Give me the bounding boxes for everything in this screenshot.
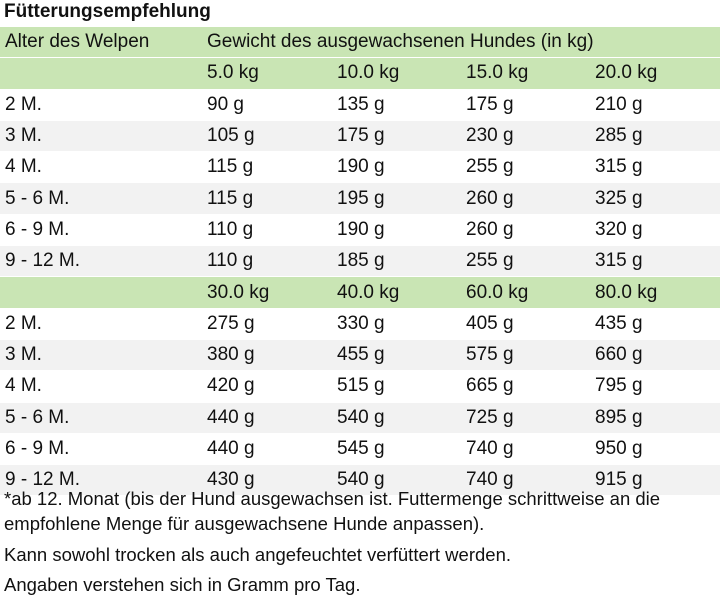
notes: *ab 12. Monat (bis der Hund ausgewachsen…: [4, 486, 716, 602]
amount-cell: 260 g: [466, 214, 595, 247]
footnote-adult: *ab 12. Monat (bis der Hund ausgewachsen…: [4, 488, 661, 534]
age-cell: 5 - 6 M.: [0, 402, 207, 434]
feeding-table: Alter des Welpen Gewicht des ausgewachse…: [0, 27, 720, 497]
amount-cell: 315 g: [595, 151, 720, 184]
age-cell: 3 M.: [0, 120, 207, 153]
age-cell: 5 - 6 M.: [0, 182, 207, 215]
amount-cell: 230 g: [466, 120, 595, 153]
table-row: 3 M. 380 g 455 g 575 g 660 g: [0, 339, 720, 372]
amount-cell: 110 g: [207, 245, 337, 278]
amount-cell: 115 g: [207, 182, 337, 215]
note-serving: Kann sowohl trocken als auch angefeuchte…: [4, 544, 511, 565]
amount-cell: 330 g: [337, 308, 466, 340]
amount-cell: 135 g: [337, 89, 466, 121]
amount-cell: 515 g: [337, 370, 466, 403]
table-row: 2 M. 275 g 330 g 405 g 435 g: [0, 308, 720, 340]
amount-cell: 795 g: [595, 370, 720, 403]
page-title: Fütterungsempfehlung: [4, 1, 211, 22]
weight-header-cell: 40.0 kg: [337, 276, 466, 309]
amount-cell: 660 g: [595, 339, 720, 372]
amount-cell: 740 g: [466, 464, 595, 497]
amount-cell: 275 g: [207, 308, 337, 340]
age-column-header: Alter des Welpen: [0, 27, 207, 59]
weight-header-cell: 15.0 kg: [466, 57, 595, 90]
amount-cell: 725 g: [466, 402, 595, 434]
amount-cell: 185 g: [337, 245, 466, 278]
amount-cell: 325 g: [595, 182, 720, 215]
amount-cell: 115 g: [207, 151, 337, 184]
table-row: 3 M. 105 g 175 g 230 g 285 g: [0, 120, 720, 153]
weight-header-cell: 10.0 kg: [337, 57, 466, 90]
amount-cell: 255 g: [466, 245, 595, 278]
weight-header-cell: 60.0 kg: [466, 276, 595, 309]
table-row: 6 - 9 M. 110 g 190 g 260 g 320 g: [0, 214, 720, 247]
amount-cell: 105 g: [207, 120, 337, 153]
amount-cell: 210 g: [595, 89, 720, 121]
weight-header-cell: 5.0 kg: [207, 57, 337, 90]
amount-cell: 380 g: [207, 339, 337, 372]
table-row: 4 M. 420 g 515 g 665 g 795 g: [0, 370, 720, 403]
age-cell: 3 M.: [0, 339, 207, 372]
weight-header-cell: 30.0 kg: [207, 276, 337, 309]
age-cell: 4 M.: [0, 370, 207, 403]
amount-cell: 455 g: [337, 339, 466, 372]
amount-cell: 195 g: [337, 182, 466, 215]
weight-column-header: Gewicht des ausgewachsenen Hundes (in kg…: [207, 27, 720, 59]
amount-cell: 440 g: [207, 433, 337, 466]
amount-cell: 190 g: [337, 214, 466, 247]
table-row: 9 - 12 M. 110 g 185 g 255 g 315 g: [0, 245, 720, 278]
age-cell: 9 - 12 M.: [0, 245, 207, 278]
table-header-row: Alter des Welpen Gewicht des ausgewachse…: [0, 27, 720, 59]
age-cell: 6 - 9 M.: [0, 214, 207, 247]
amount-cell: 175 g: [466, 89, 595, 121]
amount-cell: 320 g: [595, 214, 720, 247]
weight-header-cell: 20.0 kg: [595, 57, 720, 90]
note-units: Angaben verstehen sich in Gramm pro Tag.: [4, 574, 361, 595]
table-row: 5 - 6 M. 440 g 540 g 725 g 895 g: [0, 402, 720, 434]
weight-header-row: 5.0 kg 10.0 kg 15.0 kg 20.0 kg: [0, 57, 720, 90]
amount-cell: 255 g: [466, 151, 595, 184]
age-cell: 6 - 9 M.: [0, 433, 207, 466]
amount-cell: 545 g: [337, 433, 466, 466]
age-cell: 2 M.: [0, 89, 207, 121]
amount-cell: 915 g: [595, 464, 720, 497]
amount-cell: 110 g: [207, 214, 337, 247]
amount-cell: 540 g: [337, 464, 466, 497]
table-row: 9 - 12 M. 430 g 540 g 740 g 915 g: [0, 464, 720, 497]
amount-cell: 260 g: [466, 182, 595, 215]
amount-cell: 90 g: [207, 89, 337, 121]
amount-cell: 190 g: [337, 151, 466, 184]
table-row: 5 - 6 M. 115 g 195 g 260 g 325 g: [0, 182, 720, 215]
table-row: 6 - 9 M. 440 g 545 g 740 g 950 g: [0, 433, 720, 466]
amount-cell: 440 g: [207, 402, 337, 434]
amount-cell: 285 g: [595, 120, 720, 153]
table-row: 4 M. 115 g 190 g 255 g 315 g: [0, 151, 720, 184]
age-cell: 9 - 12 M.: [0, 464, 207, 497]
amount-cell: 950 g: [595, 433, 720, 466]
amount-cell: 420 g: [207, 370, 337, 403]
table-row: 2 M. 90 g 135 g 175 g 210 g: [0, 89, 720, 121]
age-cell: 2 M.: [0, 308, 207, 340]
amount-cell: 740 g: [466, 433, 595, 466]
amount-cell: 430 g: [207, 464, 337, 497]
age-cell: 4 M.: [0, 151, 207, 184]
amount-cell: 405 g: [466, 308, 595, 340]
amount-cell: 175 g: [337, 120, 466, 153]
amount-cell: 540 g: [337, 402, 466, 434]
weight-header-row: 30.0 kg 40.0 kg 60.0 kg 80.0 kg: [0, 276, 720, 309]
amount-cell: 665 g: [466, 370, 595, 403]
weight-header-cell: 80.0 kg: [595, 276, 720, 309]
amount-cell: 315 g: [595, 245, 720, 278]
amount-cell: 575 g: [466, 339, 595, 372]
amount-cell: 895 g: [595, 402, 720, 434]
amount-cell: 435 g: [595, 308, 720, 340]
